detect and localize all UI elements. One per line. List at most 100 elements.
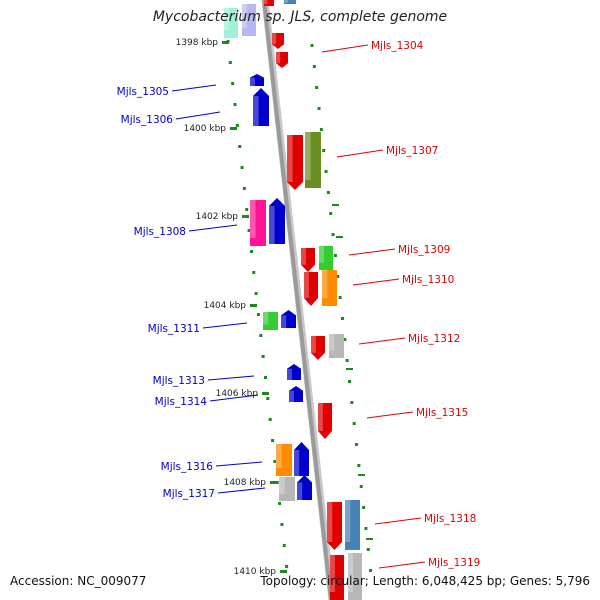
tick-mark bbox=[230, 127, 237, 130]
right-track-dot bbox=[329, 212, 333, 215]
gene-body bbox=[272, 33, 284, 49]
right-track-tick bbox=[346, 368, 353, 370]
right-track-tick bbox=[366, 538, 373, 540]
gene-block-forward bbox=[305, 132, 321, 188]
gene-body bbox=[279, 477, 295, 501]
tick-label: 1398 kbp bbox=[176, 38, 219, 48]
gene-block-forward bbox=[348, 553, 362, 600]
right-track-dot bbox=[352, 422, 356, 425]
gene-body bbox=[281, 310, 296, 328]
left-track-dot bbox=[240, 166, 244, 169]
tick-label: 1402 kbp bbox=[196, 212, 239, 222]
gene-label: Mjls_1307 bbox=[386, 145, 438, 157]
gene-label: Mjls_1314 bbox=[155, 396, 208, 408]
right-track-dot bbox=[310, 44, 314, 47]
gene-leader-line bbox=[348, 248, 396, 256]
gene-body bbox=[330, 555, 344, 600]
genome-title: Mycobacterium sp. JLS, complete genome bbox=[152, 9, 448, 25]
gene-body bbox=[287, 135, 303, 190]
labels-layer: 1398 kbp 1400 kbp 1402 kbp 1404 kbp 1406 kbp… bbox=[117, 38, 481, 577]
gene-block-reverse bbox=[250, 200, 266, 246]
right-track-dot bbox=[343, 338, 347, 341]
right-track-tick bbox=[332, 204, 339, 206]
gene-highlight bbox=[272, 33, 277, 45]
gene-block-mint bbox=[224, 8, 238, 38]
gene-body bbox=[224, 8, 238, 38]
gene-highlight bbox=[345, 500, 351, 542]
gene-highlight bbox=[330, 555, 335, 592]
gene-block-forward bbox=[327, 502, 342, 550]
left-track-dot bbox=[263, 376, 267, 379]
left-track-dot bbox=[247, 229, 251, 232]
gene-leader-line bbox=[366, 411, 414, 419]
tick-mark bbox=[222, 41, 229, 44]
right-track-tick bbox=[336, 236, 343, 238]
left-track-dot bbox=[280, 523, 284, 526]
right-track-dot bbox=[345, 359, 349, 362]
gene-label: Mjls_1317 bbox=[163, 488, 215, 500]
right-track-dot bbox=[331, 233, 335, 236]
gene-leader-line bbox=[209, 394, 259, 402]
right-track-dot bbox=[326, 191, 330, 194]
gene-highlight bbox=[287, 135, 293, 182]
gene-label: Mjls_1305 bbox=[117, 86, 169, 98]
gene-highlight bbox=[276, 52, 281, 64]
right-track-dot bbox=[350, 401, 354, 404]
left-track-dot bbox=[233, 103, 237, 106]
gene-leader-line bbox=[217, 487, 266, 494]
gene-highlight bbox=[250, 200, 256, 238]
right-track-dot bbox=[359, 485, 363, 488]
gene-highlight bbox=[264, 0, 268, 5]
gene-block-forward bbox=[304, 272, 318, 306]
left-track-dot bbox=[252, 271, 256, 274]
right-track-dot bbox=[340, 317, 344, 320]
gene-block-reverse bbox=[294, 442, 309, 476]
tick-label: 1400 kbp bbox=[184, 124, 227, 134]
gene-highlight bbox=[297, 482, 303, 500]
left-track-dot bbox=[275, 481, 279, 484]
gene-label: Mjls_1311 bbox=[148, 323, 200, 335]
left-track-dot bbox=[254, 292, 258, 295]
tracks-layer bbox=[222, 40, 373, 573]
gene-label: Mjls_1309 bbox=[398, 244, 450, 256]
gene-body bbox=[242, 4, 256, 36]
left-track-dot bbox=[231, 82, 235, 85]
gene-highlight bbox=[311, 336, 316, 353]
gene-body bbox=[284, 0, 296, 4]
gene-leader-line bbox=[352, 278, 400, 286]
gene-body bbox=[301, 248, 315, 272]
left-track-dot bbox=[282, 544, 286, 547]
gene-body bbox=[269, 198, 285, 244]
gene-highlight bbox=[287, 368, 292, 380]
gene-highlight bbox=[304, 272, 309, 298]
gene-label: Mjls_1313 bbox=[153, 375, 205, 387]
gene-body bbox=[294, 442, 309, 476]
gene-highlight bbox=[318, 403, 323, 431]
accession-text: Accession: NC_009077 bbox=[10, 574, 147, 588]
right-track-dot bbox=[317, 107, 321, 110]
gene-body bbox=[304, 272, 318, 306]
gene-block-reverse bbox=[276, 444, 292, 476]
gene-block-forward bbox=[272, 33, 284, 49]
tick-label: 1410 kbp bbox=[234, 567, 277, 577]
gene-body bbox=[276, 444, 292, 476]
gene-block-forward bbox=[311, 336, 325, 360]
gene-block-reverse bbox=[289, 386, 303, 402]
gene-block-forward bbox=[287, 135, 303, 190]
gene-highlight bbox=[348, 553, 353, 592]
gene-highlight bbox=[322, 270, 328, 298]
gene-block-top bbox=[264, 0, 274, 6]
gene-body bbox=[311, 336, 325, 360]
gene-leader-line bbox=[188, 224, 238, 232]
right-track-dot bbox=[319, 128, 323, 131]
gene-block-forward bbox=[322, 270, 337, 306]
gene-highlight bbox=[269, 206, 275, 244]
gene-block-reverse bbox=[279, 477, 295, 501]
gene-body bbox=[287, 364, 301, 380]
gene-body bbox=[297, 475, 312, 500]
right-track-dot bbox=[347, 380, 351, 383]
gene-highlight bbox=[327, 502, 333, 542]
gene-leader-line bbox=[321, 44, 369, 53]
left-track-dot bbox=[261, 355, 265, 358]
